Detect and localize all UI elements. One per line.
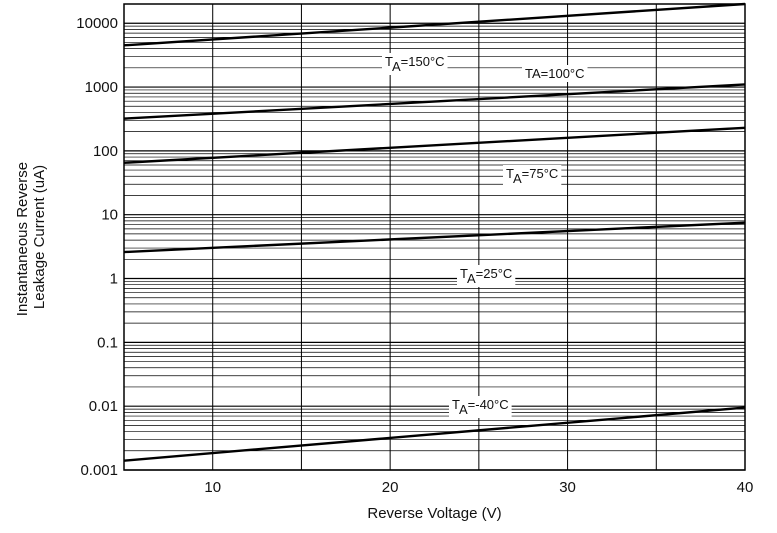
curve-label-text: TA=100°C bbox=[525, 66, 585, 81]
series-line-t75 bbox=[123, 126, 746, 165]
curve-label-subscript: A bbox=[467, 271, 476, 286]
y-axis-label-line-2: Leakage Current (uA) bbox=[31, 165, 48, 309]
y-axis-label-line-1: Instantaneous Reverse bbox=[14, 162, 31, 316]
y-tick-label: 100 bbox=[93, 143, 118, 160]
curve-label-value: =-40°C bbox=[468, 397, 509, 412]
y-tick-label: 0.1 bbox=[97, 334, 118, 351]
curve-label-value: =25°C bbox=[476, 266, 513, 281]
x-tick-label: 30 bbox=[559, 479, 576, 496]
curve-label-background bbox=[522, 65, 588, 82]
y-tick-labels: 0.001 0.01 0.1 1 10 100 1000 10000 bbox=[76, 15, 118, 479]
x-axis-label: Reverse Voltage (V) bbox=[367, 505, 501, 522]
series-line-t150 bbox=[123, 2, 746, 47]
curve-label-tm40: TA=-40°C bbox=[449, 396, 512, 418]
curve-label-text: TA=75°C bbox=[506, 166, 558, 186]
y-tick-label: 10 bbox=[101, 207, 118, 224]
curve-label-t75: TA=75°C bbox=[503, 165, 562, 187]
x-tick-label: 20 bbox=[382, 479, 399, 496]
series-line-tm40 bbox=[123, 406, 746, 462]
series-line-t25 bbox=[123, 221, 746, 254]
y-axis-label: Instantaneous Reverse Leakage Current (u… bbox=[14, 158, 48, 316]
minor-gridlines bbox=[124, 3, 745, 452]
y-tick-label: 0.001 bbox=[80, 462, 118, 479]
curve-label-background bbox=[382, 53, 448, 75]
x-tick-label: 10 bbox=[204, 479, 221, 496]
series-lines bbox=[123, 2, 746, 462]
y-tick-label: 10000 bbox=[76, 15, 118, 32]
curve-label-subscript: A bbox=[513, 171, 522, 186]
curve-label-background bbox=[503, 165, 562, 187]
curve-label-text: TA=25°C bbox=[460, 266, 512, 286]
curve-label-text: TA=-40°C bbox=[452, 397, 509, 417]
curve-label-t25: TA=25°C bbox=[457, 265, 516, 287]
curve-label-t150: TA=150°C bbox=[382, 53, 448, 75]
curve-label-symbol: T bbox=[385, 54, 393, 69]
y-tick-label: 1 bbox=[110, 271, 118, 288]
curve-label-symbol: T bbox=[506, 166, 514, 181]
curve-label-symbol: T bbox=[452, 397, 460, 412]
series-line-t100 bbox=[123, 83, 746, 120]
curve-label-value: =150°C bbox=[401, 54, 445, 69]
plot-frame bbox=[123, 3, 746, 471]
curve-label-symbol: T bbox=[460, 266, 468, 281]
x-tick-label: 40 bbox=[737, 479, 754, 496]
y-tick-label: 1000 bbox=[85, 79, 118, 96]
x-tick-labels: 10 20 30 40 bbox=[204, 479, 753, 496]
curve-label-background bbox=[457, 265, 516, 287]
curve-label-background bbox=[449, 396, 512, 418]
curve-label-subscript: A bbox=[392, 59, 401, 74]
curve-label-value: =75°C bbox=[522, 166, 559, 181]
curve-label-subscript: A bbox=[459, 402, 468, 417]
curve-label-t100: TA=100°C bbox=[522, 65, 588, 82]
curve-labels: TA=150°CTA=100°CTA=75°CTA=25°CTA=-40°C bbox=[382, 53, 588, 418]
y-tick-label: 0.01 bbox=[89, 398, 118, 415]
curve-label-text: TA=150°C bbox=[385, 54, 445, 74]
